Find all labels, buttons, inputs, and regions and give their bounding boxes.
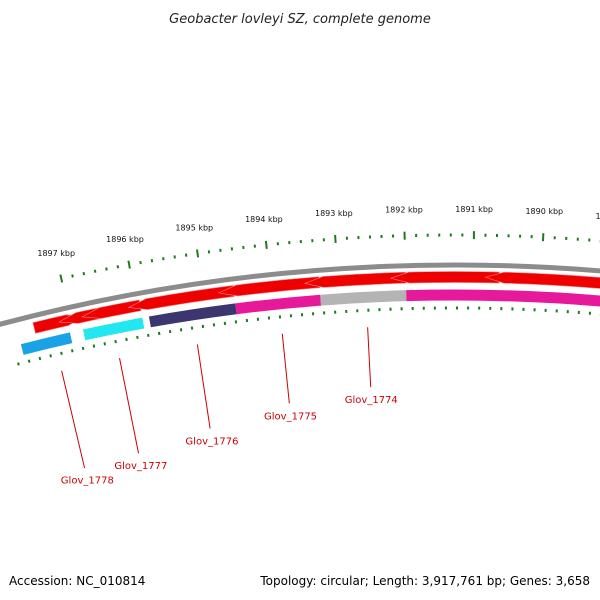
reverse-gene-block (148, 303, 237, 328)
genome-backbone (0, 262, 600, 327)
minor-tick (139, 260, 142, 265)
gene-callout-line (367, 327, 372, 388)
backbone-ring (0, 262, 600, 327)
forward-gene-arrow (484, 271, 600, 289)
minor-tick (71, 274, 74, 278)
inner-tick (60, 351, 63, 355)
reverse-strand-genes (20, 289, 600, 355)
inner-tick (125, 337, 128, 342)
gene-callout-line (119, 358, 140, 454)
forward-gene-arrow (303, 271, 407, 288)
minor-tick (105, 267, 108, 271)
major-tick (127, 260, 131, 269)
reverse-gene-block (235, 294, 322, 315)
tick-label: 1890 kbp (525, 207, 563, 216)
tick-label: 1897 kbp (37, 249, 75, 258)
inner-tick (49, 354, 52, 358)
inner-tick (38, 356, 42, 361)
inner-tick (92, 344, 96, 348)
gene-label[interactable]: Glov_1775 (264, 411, 317, 422)
scale-ticks: 1897 kbp 1896 kbp 1895 kbp 1894 kbp 1893 kbp… (17, 205, 600, 366)
tick-label: 1894 kbp (245, 215, 283, 224)
minor-tick (93, 269, 97, 273)
major-tick (195, 249, 200, 258)
gene-callout-line (281, 333, 290, 404)
inner-tick (103, 342, 107, 346)
gene-label[interactable]: Glov_1774 (345, 395, 398, 406)
reverse-gene-block (406, 289, 600, 307)
genome-summary: Topology: circular; Length: 3,917,761 bp… (260, 574, 590, 588)
inner-tick (147, 333, 150, 338)
forward-gene-arrow (389, 271, 500, 284)
tick-label: 1896 kbp (106, 235, 144, 244)
major-tick (264, 240, 268, 249)
minor-tick (82, 271, 86, 276)
gene-label[interactable]: Glov_1778 (61, 476, 114, 487)
inner-tick (114, 339, 117, 344)
tick-label: 1892 kbp (385, 206, 423, 215)
minor-tick (150, 258, 154, 263)
inner-tick (70, 349, 74, 353)
minor-tick (116, 265, 120, 269)
gene-label[interactable]: Glov_1776 (185, 436, 238, 447)
reverse-gene-block (20, 332, 73, 355)
gene-callout-line (61, 370, 86, 469)
major-tick (334, 234, 337, 244)
inner-tick (81, 346, 85, 351)
tick-label: 1891 kbp (455, 205, 493, 214)
accession-label: Accession: NC_010814 (9, 574, 146, 588)
tick-label: 1895 kbp (175, 224, 213, 233)
reverse-gene-block (320, 290, 407, 306)
major-tick (59, 274, 64, 283)
tick-label: 1889 kbp (595, 212, 600, 221)
inner-tick (27, 359, 31, 363)
inner-tick (157, 331, 161, 336)
tick-label: 1893 kbp (315, 209, 353, 218)
map-title: Geobacter lovleyi SZ, complete genome (169, 12, 431, 27)
forward-strand-genes (32, 271, 600, 334)
gene-label[interactable]: Glov_1777 (114, 461, 167, 472)
gene-callout-line (196, 344, 211, 429)
inner-tick (17, 362, 20, 366)
reverse-gene-block (82, 317, 145, 341)
inner-tick (136, 335, 139, 340)
